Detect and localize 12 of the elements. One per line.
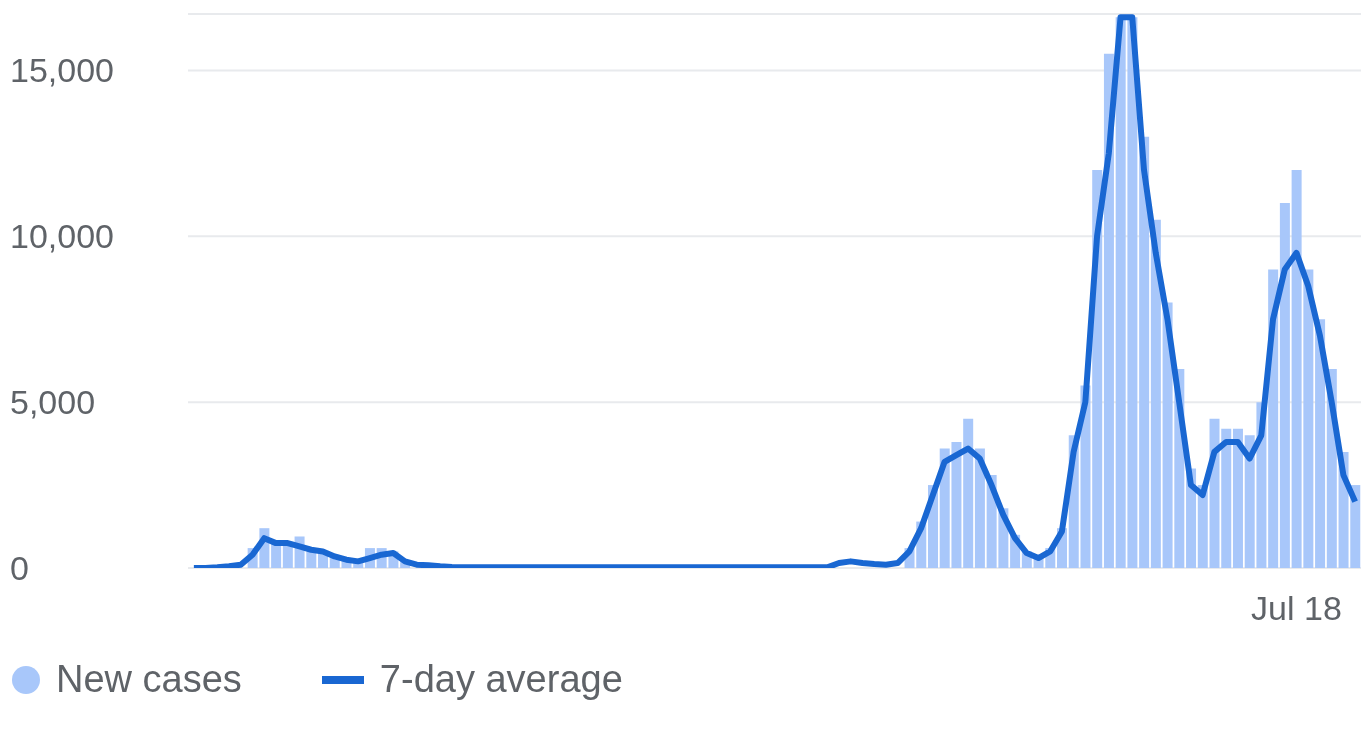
y-tick-label: 10,000 [10,217,114,256]
bar [1139,136,1150,568]
x-tick-label: Jul 18 [1251,589,1342,628]
legend-label: New cases [56,658,242,701]
bar [1232,428,1243,568]
bar [282,544,293,568]
legend-label: 7-day average [379,658,623,701]
y-tick-label: 0 [10,549,29,588]
bar [1279,203,1290,568]
y-tick-label: 5,000 [10,383,96,422]
y-tick-label: 15,000 [10,51,114,90]
bar [963,418,974,568]
